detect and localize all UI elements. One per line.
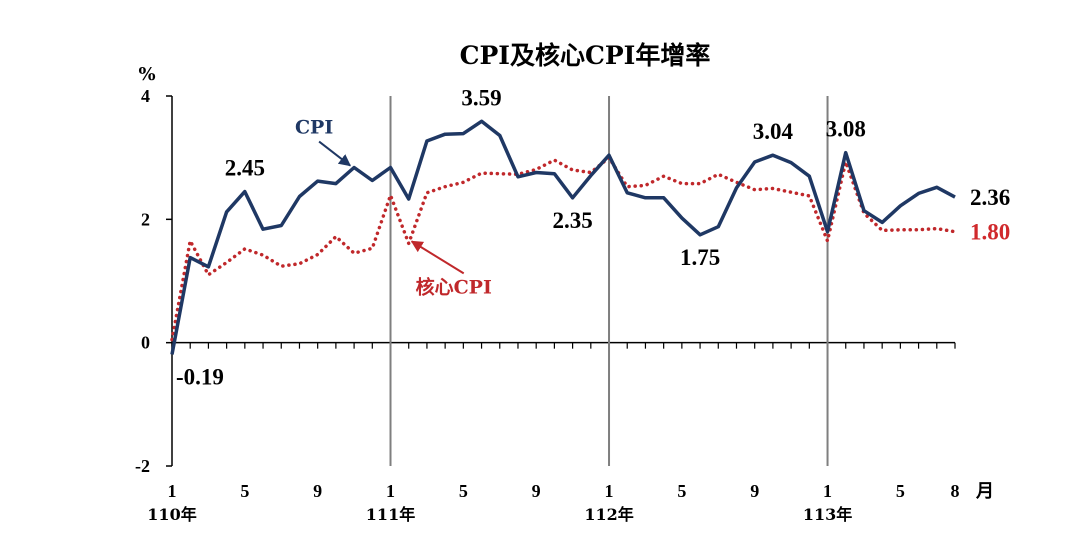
x-tick-labels: 1 5 9 1 5 9 1 5 9 1 5 8 110年 111年 112年 113年 bbox=[147, 481, 959, 524]
x-axis-unit: 月 bbox=[975, 481, 994, 502]
data-labels: -0.19 2.45 3.59 2.35 1.75 3.04 3.08 2.36 1.80 bbox=[176, 85, 1010, 389]
cpi-line bbox=[170, 119, 956, 355]
x-tick-label: 9 bbox=[750, 481, 759, 501]
x-tick-label: 5 bbox=[896, 481, 905, 501]
x-tick-label: 1 bbox=[168, 481, 177, 501]
series-lines bbox=[170, 119, 957, 355]
y-tick-label: 0 bbox=[141, 333, 150, 353]
y-tick-label: 2 bbox=[141, 209, 150, 229]
x-tick-label: 1 bbox=[386, 481, 395, 501]
data-label: 2.36 bbox=[970, 185, 1010, 210]
core-cpi-series-label: 核心CPI bbox=[416, 275, 492, 298]
data-label: 1.75 bbox=[680, 245, 720, 270]
x-tick-label: 5 bbox=[459, 481, 468, 501]
x-year-label: 112年 bbox=[584, 505, 633, 524]
x-tick-label: 1 bbox=[605, 481, 614, 501]
series-annotations: CPI 核心CPI bbox=[295, 117, 492, 299]
x-tick-label: 9 bbox=[532, 481, 541, 501]
data-label: 2.45 bbox=[225, 156, 265, 181]
x-tick-label: 1 bbox=[823, 481, 832, 501]
data-label: 3.08 bbox=[826, 117, 866, 142]
x-tick-label: 5 bbox=[677, 481, 686, 501]
x-tick-label: 5 bbox=[240, 481, 249, 501]
y-tick-labels: -2 0 2 4 bbox=[135, 86, 150, 476]
data-label: 3.59 bbox=[461, 85, 501, 110]
data-label: 2.35 bbox=[552, 208, 592, 233]
cpi-arrow bbox=[318, 140, 352, 167]
core-cpi-line bbox=[170, 155, 957, 342]
chart-title: CPI及核心CPI年增率 bbox=[460, 41, 711, 70]
y-axis-unit: % bbox=[138, 64, 155, 85]
x-year-label: 110年 bbox=[147, 505, 196, 524]
data-label: -0.19 bbox=[176, 364, 224, 389]
data-label: 3.04 bbox=[753, 119, 794, 144]
y-tick-label: 4 bbox=[141, 86, 150, 106]
x-year-label: 113年 bbox=[803, 505, 852, 524]
x-year-label: 111年 bbox=[366, 505, 415, 524]
axes bbox=[166, 95, 956, 467]
x-tick-label: 8 bbox=[951, 481, 960, 501]
cpi-series-label: CPI bbox=[295, 117, 333, 139]
data-label: 1.80 bbox=[970, 220, 1010, 245]
x-tick-label: 9 bbox=[313, 481, 322, 501]
y-tick-label: -2 bbox=[135, 456, 150, 476]
core-cpi-arrow bbox=[410, 240, 465, 275]
